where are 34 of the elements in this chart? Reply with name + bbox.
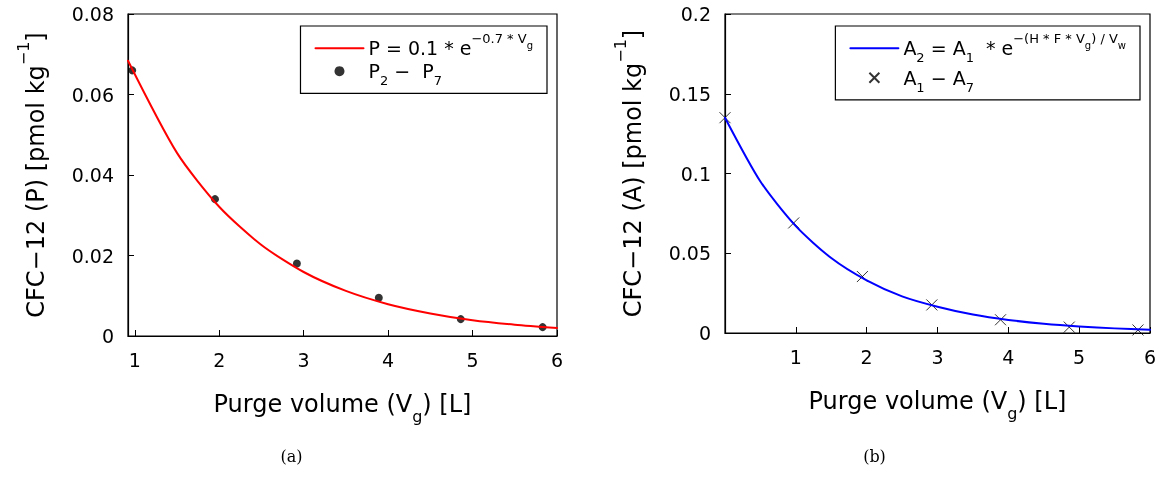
x-tick-label: 1 [128, 348, 141, 371]
x-tick-label: 2 [860, 345, 873, 368]
x-tick-label: 6 [550, 348, 564, 371]
point [719, 111, 731, 124]
y-tick-label: 0.06 [71, 83, 114, 106]
y-axis-title: CFC−12 (P) [pmol kg−1] [13, 32, 50, 318]
point [1063, 321, 1076, 334]
text: (a) [280, 446, 303, 466]
y-tick-label: 0 [101, 325, 114, 347]
y-tick-label: 0.02 [71, 244, 114, 267]
x-tick-label: 5 [466, 348, 479, 371]
x-tick-label: 6 [1143, 345, 1157, 368]
y-tick-label: 0.15 [668, 82, 711, 105]
x-tick-label: 1 [789, 345, 802, 368]
x-tick-label: 3 [297, 348, 310, 371]
y-tick-label: 0.08 [71, 3, 114, 25]
point [1131, 323, 1144, 336]
x-tick-label: 5 [1073, 345, 1086, 368]
text: (b) [863, 446, 886, 466]
point [925, 298, 938, 311]
x-tick-label: 4 [1002, 345, 1015, 368]
y-tick-label: 0 [698, 322, 711, 344]
line-series [127, 59, 558, 329]
x-tick-label: 4 [382, 348, 395, 371]
x-tick-label: 3 [931, 345, 944, 368]
point [856, 270, 869, 283]
x-tick-label: 2 [213, 348, 226, 371]
y-tick-label: 0.05 [668, 242, 711, 265]
line-series [724, 116, 1151, 331]
y-axis-title: CFC−12 (A) [pmol kg−1] [610, 29, 647, 318]
y-tick-label: 0.1 [680, 162, 711, 185]
y-tick-label: 0.04 [71, 164, 114, 186]
y-tick-label: 0.2 [680, 3, 711, 25]
point [994, 313, 1007, 326]
